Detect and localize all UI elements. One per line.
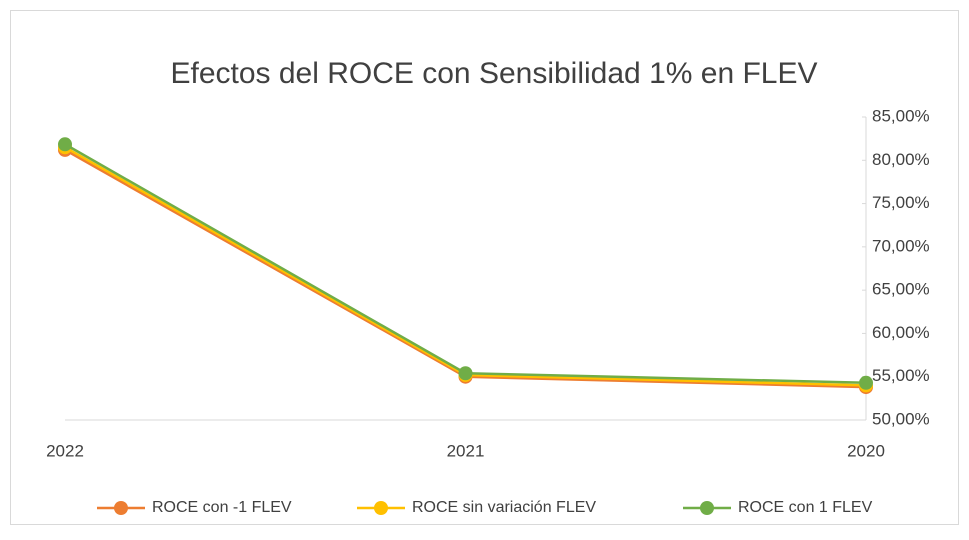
data-point bbox=[458, 366, 473, 381]
data-point bbox=[58, 137, 72, 152]
data-point bbox=[859, 375, 873, 390]
x-tick-label: 2020 bbox=[847, 441, 885, 460]
x-tick-label: 2022 bbox=[46, 441, 84, 460]
legend-label: ROCE con -1 FLEV bbox=[152, 499, 292, 516]
y-tick-label: 50,00% bbox=[872, 409, 930, 428]
y-tick-label: 80,00% bbox=[872, 150, 930, 169]
chart-border bbox=[10, 10, 959, 525]
legend-marker bbox=[114, 501, 128, 515]
legend-label: ROCE con 1 FLEV bbox=[738, 499, 873, 516]
legend-marker bbox=[700, 501, 714, 515]
y-tick-label: 70,00% bbox=[872, 236, 930, 255]
y-tick-label: 85,00% bbox=[872, 106, 930, 125]
legend-label: ROCE sin variación FLEV bbox=[412, 499, 596, 516]
y-tick-label: 75,00% bbox=[872, 193, 930, 212]
x-tick-label: 2021 bbox=[447, 441, 485, 460]
legend-marker bbox=[374, 501, 388, 515]
chart-title: Efectos del ROCE con Sensibilidad 1% en … bbox=[170, 57, 817, 90]
y-tick-label: 60,00% bbox=[872, 323, 930, 342]
y-tick-label: 55,00% bbox=[872, 366, 930, 385]
y-tick-label: 65,00% bbox=[872, 280, 930, 299]
